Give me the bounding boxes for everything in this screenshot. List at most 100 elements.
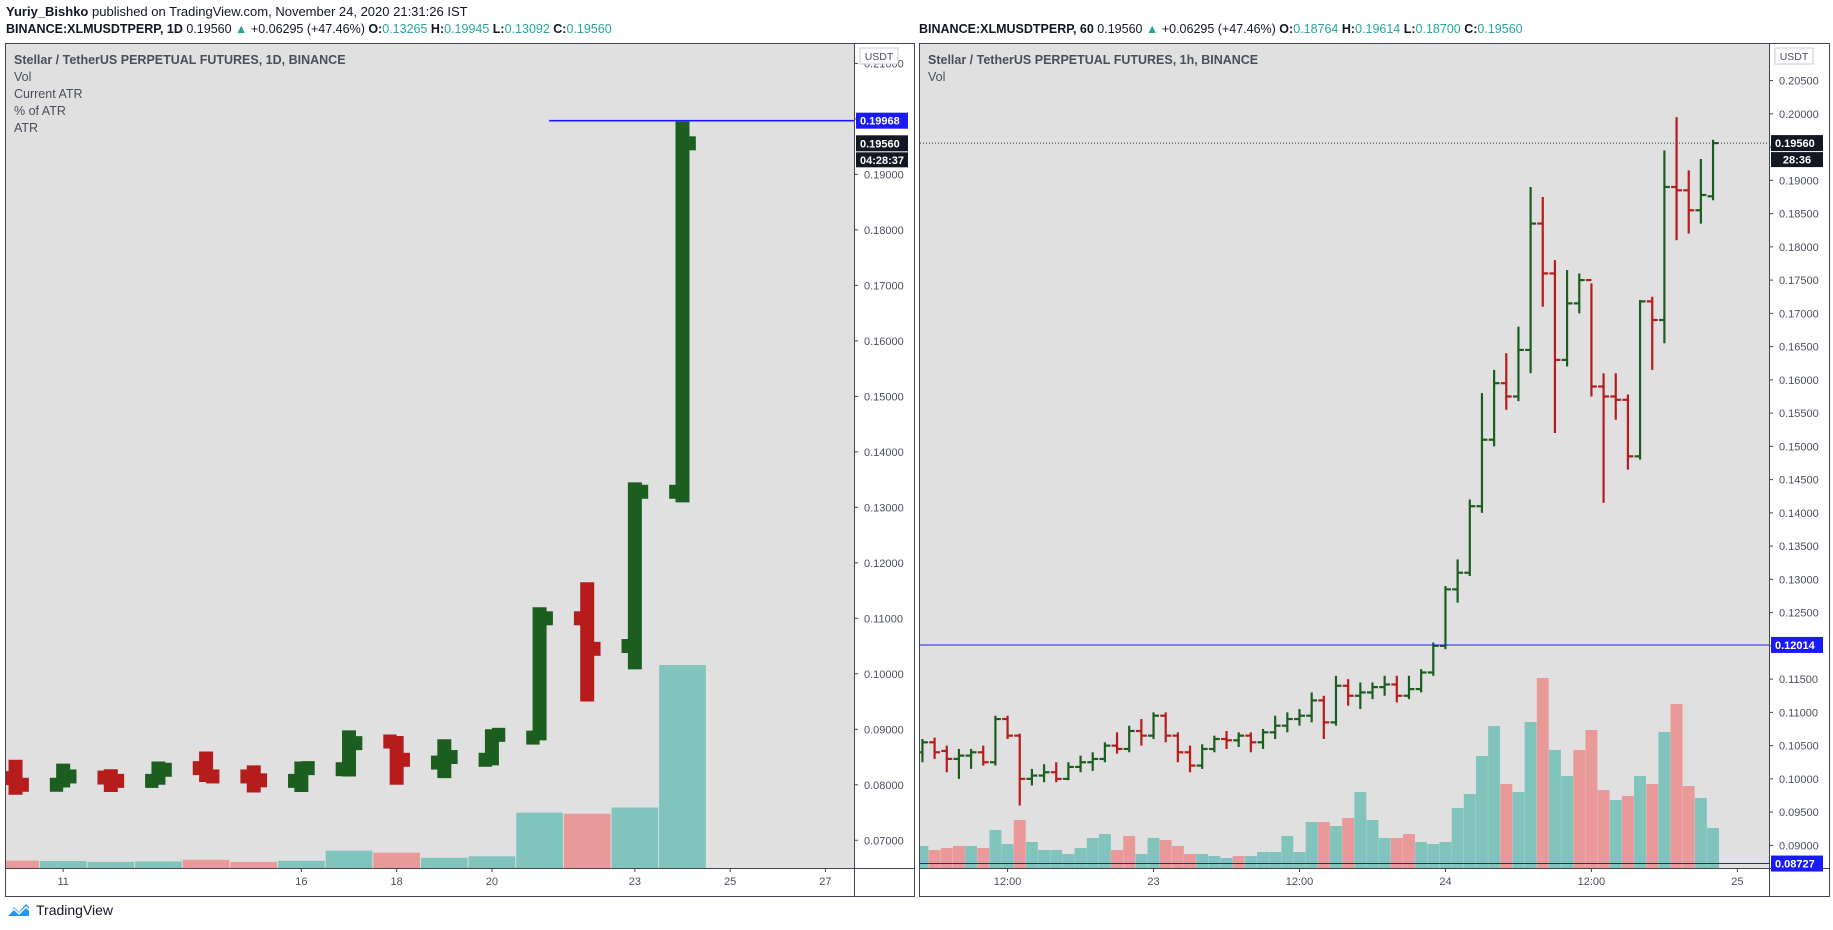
y-tick-label: 0.09000 [864, 724, 904, 736]
right-chart-panel[interactable]: 0.09000 0.09500 0.10000 0.10500 0.11000 0.115… [916, 43, 1830, 897]
volume-bar [135, 861, 182, 868]
volume-bar [1609, 800, 1622, 868]
y-tick-label: 0.16000 [864, 336, 904, 348]
volume-bar [0, 860, 39, 868]
volume-bar [1488, 726, 1501, 868]
volume-bar [1293, 852, 1306, 868]
volume-bar [1536, 678, 1549, 868]
right-indicator-vol[interactable]: Vol [928, 70, 946, 84]
volume-bar [1573, 750, 1586, 868]
right-symbol: BINANCE:XLMUSDTPERP, 60 [919, 22, 1094, 36]
volume-bar [1548, 750, 1561, 868]
plot-background [920, 44, 1769, 868]
volume-bar [1330, 826, 1342, 868]
left-legend: Stellar / TetherUS PERPETUAL FUTURES, 1D… [14, 52, 346, 137]
y-tick-label: 0.16000 [1779, 375, 1819, 387]
volume-bar [1196, 854, 1209, 868]
volume-bar [1707, 828, 1720, 868]
left-high: 0.19945 [444, 22, 490, 36]
y-tick-label: 0.17500 [1779, 275, 1819, 287]
hline2-price-label: 0.08727 [1775, 859, 1815, 871]
y-tick-label: 0.17000 [1779, 308, 1819, 320]
right-open: 0.18764 [1293, 22, 1339, 36]
left-indicator-vol[interactable]: Vol [14, 70, 32, 84]
volume-bar [1390, 838, 1403, 868]
y-tick-label: 0.09000 [1779, 840, 1819, 852]
x-tick-label: 25 [724, 876, 736, 888]
right-chart-title: Stellar / TetherUS PERPETUAL FUTURES, 1h… [928, 53, 1259, 67]
volume-bar [1184, 854, 1196, 868]
volume-bar [1305, 822, 1318, 868]
volume-bar [1561, 776, 1574, 868]
y-tick-label: 0.19000 [1779, 175, 1819, 187]
left-chart[interactable]: 0.07000 0.08000 0.09000 0.10000 0.11000 0.120… [0, 44, 914, 896]
y-tick-label: 0.18000 [1779, 242, 1819, 254]
hline2-price-box [1771, 855, 1823, 872]
volume-bar [1244, 856, 1257, 868]
volume-bar [1597, 790, 1610, 868]
y-tick-label: 0.17000 [864, 280, 904, 292]
y-tick-label: 0.14000 [864, 447, 904, 459]
y-tick-label: 0.20000 [1779, 109, 1819, 121]
volume-bar [1111, 850, 1124, 868]
publish-header: Yuriy_Bishko published on TradingView.co… [6, 4, 468, 19]
volume-bar [989, 830, 1002, 868]
y-tick-label: 0.14000 [1779, 508, 1819, 520]
countdown-label: 04:28:37 [860, 155, 904, 167]
volume-bar [965, 846, 978, 868]
y-tick-label: 0.16500 [1779, 342, 1819, 354]
volume-bar [1354, 792, 1367, 868]
tradingview-footer[interactable]: TradingView [6, 902, 113, 918]
y-tick-label: 0.12500 [1779, 608, 1819, 620]
y-tick-label: 0.13500 [1779, 541, 1819, 553]
hline-price-label: 0.19968 [860, 116, 900, 128]
left-indicator-atr[interactable]: ATR [14, 121, 39, 135]
y-tick-label: 0.11000 [1779, 707, 1818, 719]
volume-bar [1062, 854, 1075, 868]
volume-bar [278, 860, 325, 868]
volume-bar [1050, 850, 1063, 868]
volume-bar [940, 848, 953, 868]
volume-bar [659, 665, 706, 868]
y-tick-label: 0.10500 [1779, 741, 1819, 753]
volume-bar [1135, 854, 1148, 868]
plot-background [6, 44, 854, 868]
right-high: 0.19614 [1355, 22, 1401, 36]
x-tick-label: 18 [391, 876, 403, 888]
y-tick-label: 0.10000 [1779, 774, 1819, 786]
x-tick-label: 11 [57, 876, 68, 888]
y-tick-label: 0.18500 [1779, 209, 1819, 221]
left-indicator-pct-atr[interactable]: % of ATR [14, 104, 66, 118]
volume-bar [468, 856, 516, 868]
countdown-box [856, 152, 908, 168]
volume-bar [916, 846, 929, 868]
y-tick-label: 0.15000 [864, 391, 904, 403]
hline-price-box [856, 112, 908, 129]
volume-bar [1670, 704, 1683, 868]
volume-bar [1098, 834, 1111, 868]
x-tick-label: 23 [629, 876, 641, 888]
volume-bar [1232, 856, 1245, 868]
y-tick-label: 0.09500 [1779, 807, 1819, 819]
volume-bar [1512, 792, 1525, 868]
currency-box [859, 47, 899, 65]
hline-price-label: 0.12014 [1775, 640, 1816, 652]
countdown-label: 28:36 [1783, 155, 1811, 167]
y-tick-label: 0.14500 [1779, 475, 1819, 487]
volume-bar [1524, 722, 1537, 868]
volume-bar [1171, 846, 1184, 868]
volume-bar [1585, 730, 1598, 868]
left-indicator-current-atr[interactable]: Current ATR [14, 87, 83, 101]
volume-bar [1427, 844, 1440, 868]
y-tick-label: 0.18000 [864, 225, 904, 237]
volume-bar [1682, 786, 1695, 868]
y-tick-label: 0.13000 [1779, 574, 1819, 586]
volume-bar [1439, 842, 1452, 868]
right-chart[interactable]: 0.09000 0.09500 0.10000 0.10500 0.11000 0.115… [916, 44, 1829, 896]
volume-bar [1621, 796, 1634, 868]
x-tick-label: 12:00 [1578, 876, 1606, 888]
y-tick-label: 0.19000 [864, 169, 904, 181]
right-last: 0.19560 [1097, 22, 1143, 36]
volume-bar [1025, 842, 1038, 868]
left-chart-panel[interactable]: 0.07000 0.08000 0.09000 0.10000 0.11000 0.120… [0, 43, 915, 897]
